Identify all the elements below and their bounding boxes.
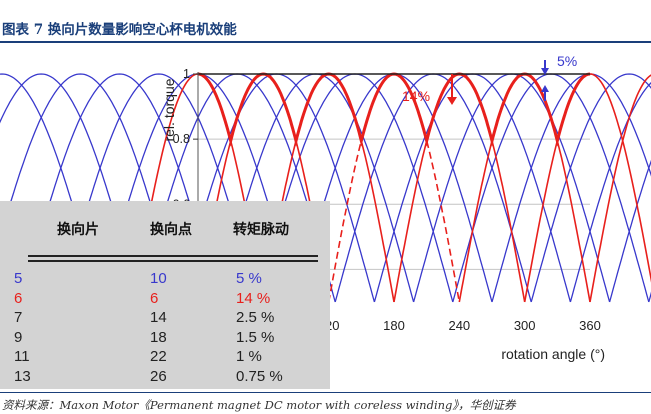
axes: 0.60.81120180240300360rotation angle (°)… [161,67,605,362]
table-row: 7 14 2.5 % [0,309,330,329]
x-tick-label: 360 [579,318,601,333]
table-rule-top [28,255,318,257]
cell-segments: 11 [14,348,30,365]
cell-commutation-points: 10 [150,270,167,287]
envelope-6-segments [197,72,591,147]
commutation-table: 换向片 换向点 转矩脉动 5 10 5 % 6 6 14 % 7 14 2.5 % 9 18 1.5 … [0,201,330,389]
ripple-14-arrowhead [447,97,457,105]
ripple-5-label: 5% [557,53,577,69]
x-tick-label: 180 [383,318,405,333]
cell-commutation-points: 22 [150,348,167,365]
curve-6-segments-dashed [327,73,461,303]
source-note: 资料来源：Maxon Motor《Permanent magnet DC mot… [2,398,516,412]
x-tick-label: 300 [514,318,536,333]
footer-rule [0,392,651,393]
curve-6-segments [589,74,651,303]
cell-torque-ripple: 0.75 % [236,367,283,385]
title-rule [0,41,651,43]
figure-footer: 资料来源：Maxon Motor《Permanent magnet DC mot… [0,392,651,414]
cell-torque-ripple: 1.5 % [236,328,275,346]
cell-torque-ripple: 1 % [236,348,262,365]
cell-segments: 13 [14,367,31,385]
figure-header: 图表 7 换向片数量影响空心杯电机效能 [0,0,651,44]
ripple-14-label: 14% [402,88,430,104]
cell-segments: 6 [14,289,23,307]
ripple-5-arrowhead-top [541,68,549,75]
table-row: 13 26 0.75 % [0,368,330,388]
annotations: 5% 14% [402,53,577,105]
header-segments: 换向片 [57,222,99,238]
curve-5-segments [569,81,651,303]
curve-5-segments [0,73,180,303]
curve-5-segments [530,73,651,303]
cell-segments: 5 [14,270,23,287]
cell-segments: 9 [14,328,23,346]
cell-torque-ripple: 2.5 % [236,309,275,326]
curve-5-segments [608,159,651,303]
table-row: 5 10 5 % [0,270,330,290]
y-tick-label: 1 [183,67,190,81]
table-row: 11 22 1 % [0,348,330,368]
y-tick-label: 0.8 [173,132,190,146]
cell-torque-ripple: 5 % [236,270,262,287]
cell-torque-ripple: 14 % [236,289,271,307]
cell-commutation-points: 14 [150,309,167,326]
figure-title: 图表 7 换向片数量影响空心杯电机效能 [2,22,237,38]
table-row: 9 18 1.5 % [0,329,330,349]
header-commutation-points: 换向点 [150,222,192,238]
table-header: 换向片 换向点 转矩脉动 [0,219,330,249]
cell-commutation-points: 26 [150,367,167,385]
curve-5-segments [0,73,140,303]
cell-segments: 7 [14,309,23,326]
cell-commutation-points: 6 [150,289,159,307]
header-torque-ripple: 转矩脉动 [233,222,289,238]
curve-5-segments [0,73,101,303]
x-axis-label: rotation angle (°) [501,346,605,362]
table-row: 6 6 14 % [0,290,330,310]
curve-5-segments [20,73,219,303]
table-rule-bottom [28,260,318,262]
x-tick-label: 240 [448,318,470,333]
curve-5-segments [60,73,258,303]
ripple-5-arrowhead-bottom [541,85,549,92]
y-axis-label: rel. torque [161,78,177,141]
cell-commutation-points: 18 [150,328,167,346]
